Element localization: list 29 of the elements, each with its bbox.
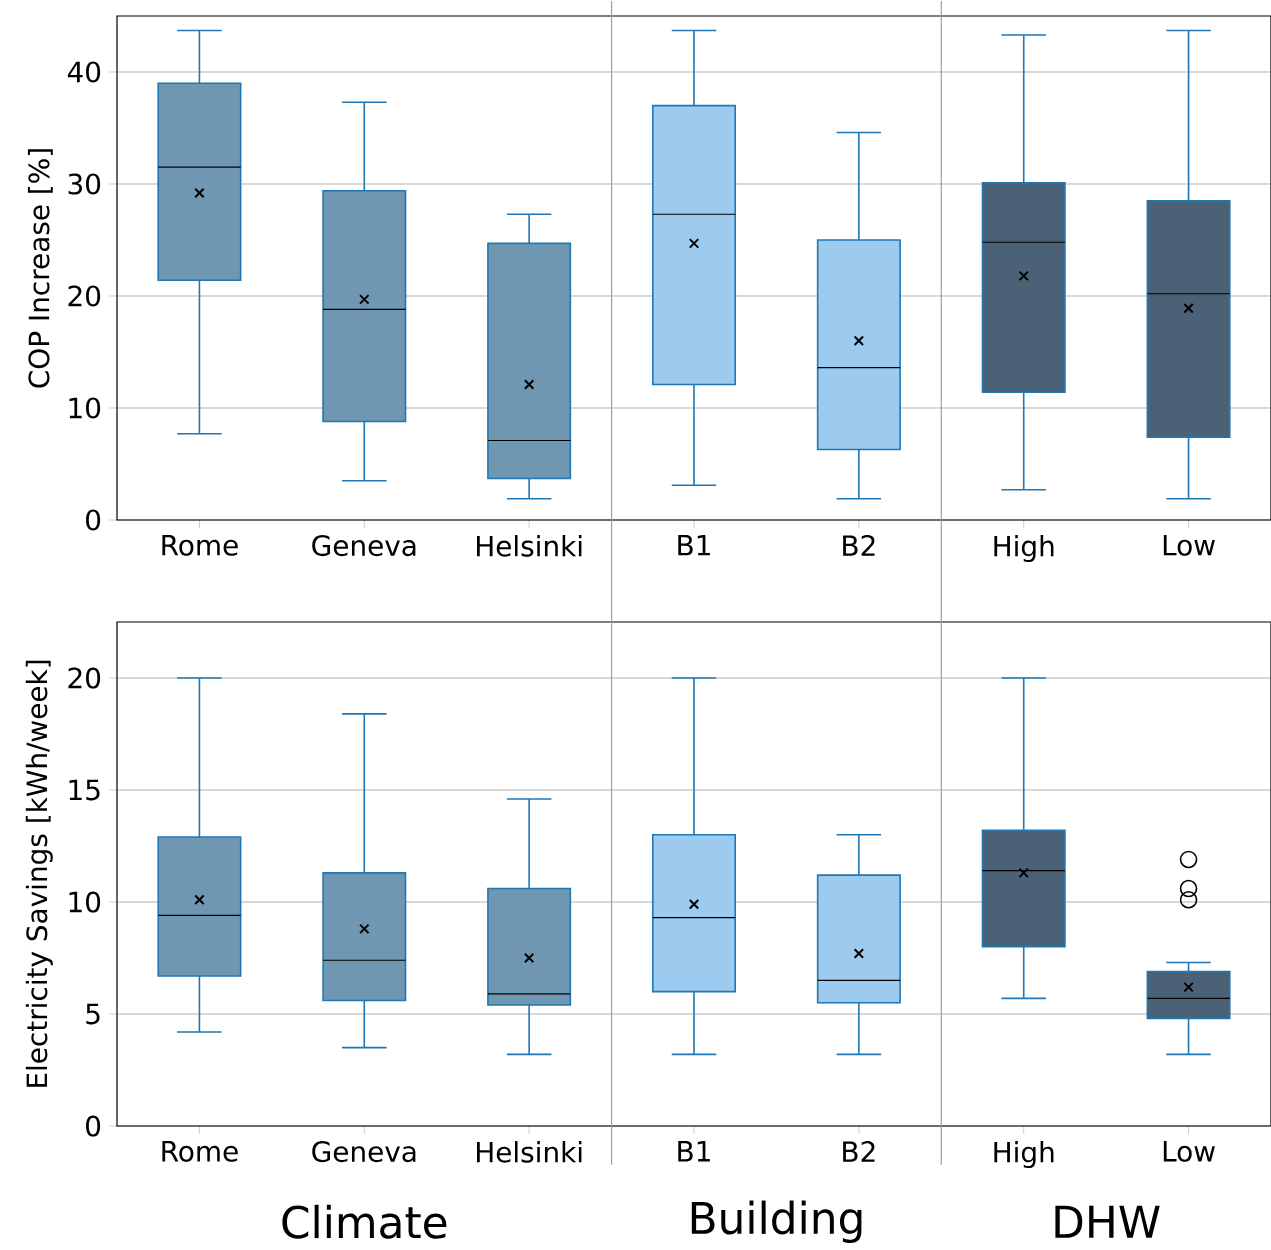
y-tick-label: 10 (69, 891, 101, 913)
x-tick-label: Low (1163, 1141, 1215, 1162)
x-tick-label: Geneva (312, 535, 416, 557)
y-tick-label: 0 (86, 509, 101, 531)
x-tick-label: Helsinki (477, 535, 582, 557)
y-tick-label: 15 (69, 779, 100, 801)
x-tick-label: B2 (843, 1141, 875, 1162)
text: Climate (282, 1204, 447, 1239)
y-axis-title: Electricity Savings [kWh/week] (25, 660, 53, 1087)
y-tick-label: 30 (68, 173, 101, 195)
x-tick-label: B1 (678, 535, 710, 556)
x-tick-label: Helsinki (477, 1141, 582, 1163)
y-axis-title: COP Increase [%] (27, 149, 53, 388)
text: Building (691, 1200, 862, 1243)
y-tick-label: 40 (67, 61, 101, 83)
y-tick-label: 10 (69, 397, 101, 419)
x-tick-label: Rome (162, 535, 238, 556)
x-tick-label: Geneva (312, 1141, 416, 1163)
x-tick-label: High (994, 1141, 1054, 1169)
x-tick-label: Low (1163, 535, 1215, 556)
x-tick-label: Rome (162, 1141, 238, 1162)
x-tick-label: High (994, 535, 1054, 563)
y-tick-label: 20 (68, 667, 101, 689)
y-tick-label: 20 (68, 285, 101, 307)
x-tick-label: B2 (843, 535, 875, 556)
y-tick-label: 5 (86, 1003, 100, 1025)
text: DHW (1055, 1205, 1160, 1238)
y-tick-label: 0 (86, 1115, 101, 1137)
x-tick-label: B1 (678, 1141, 710, 1162)
